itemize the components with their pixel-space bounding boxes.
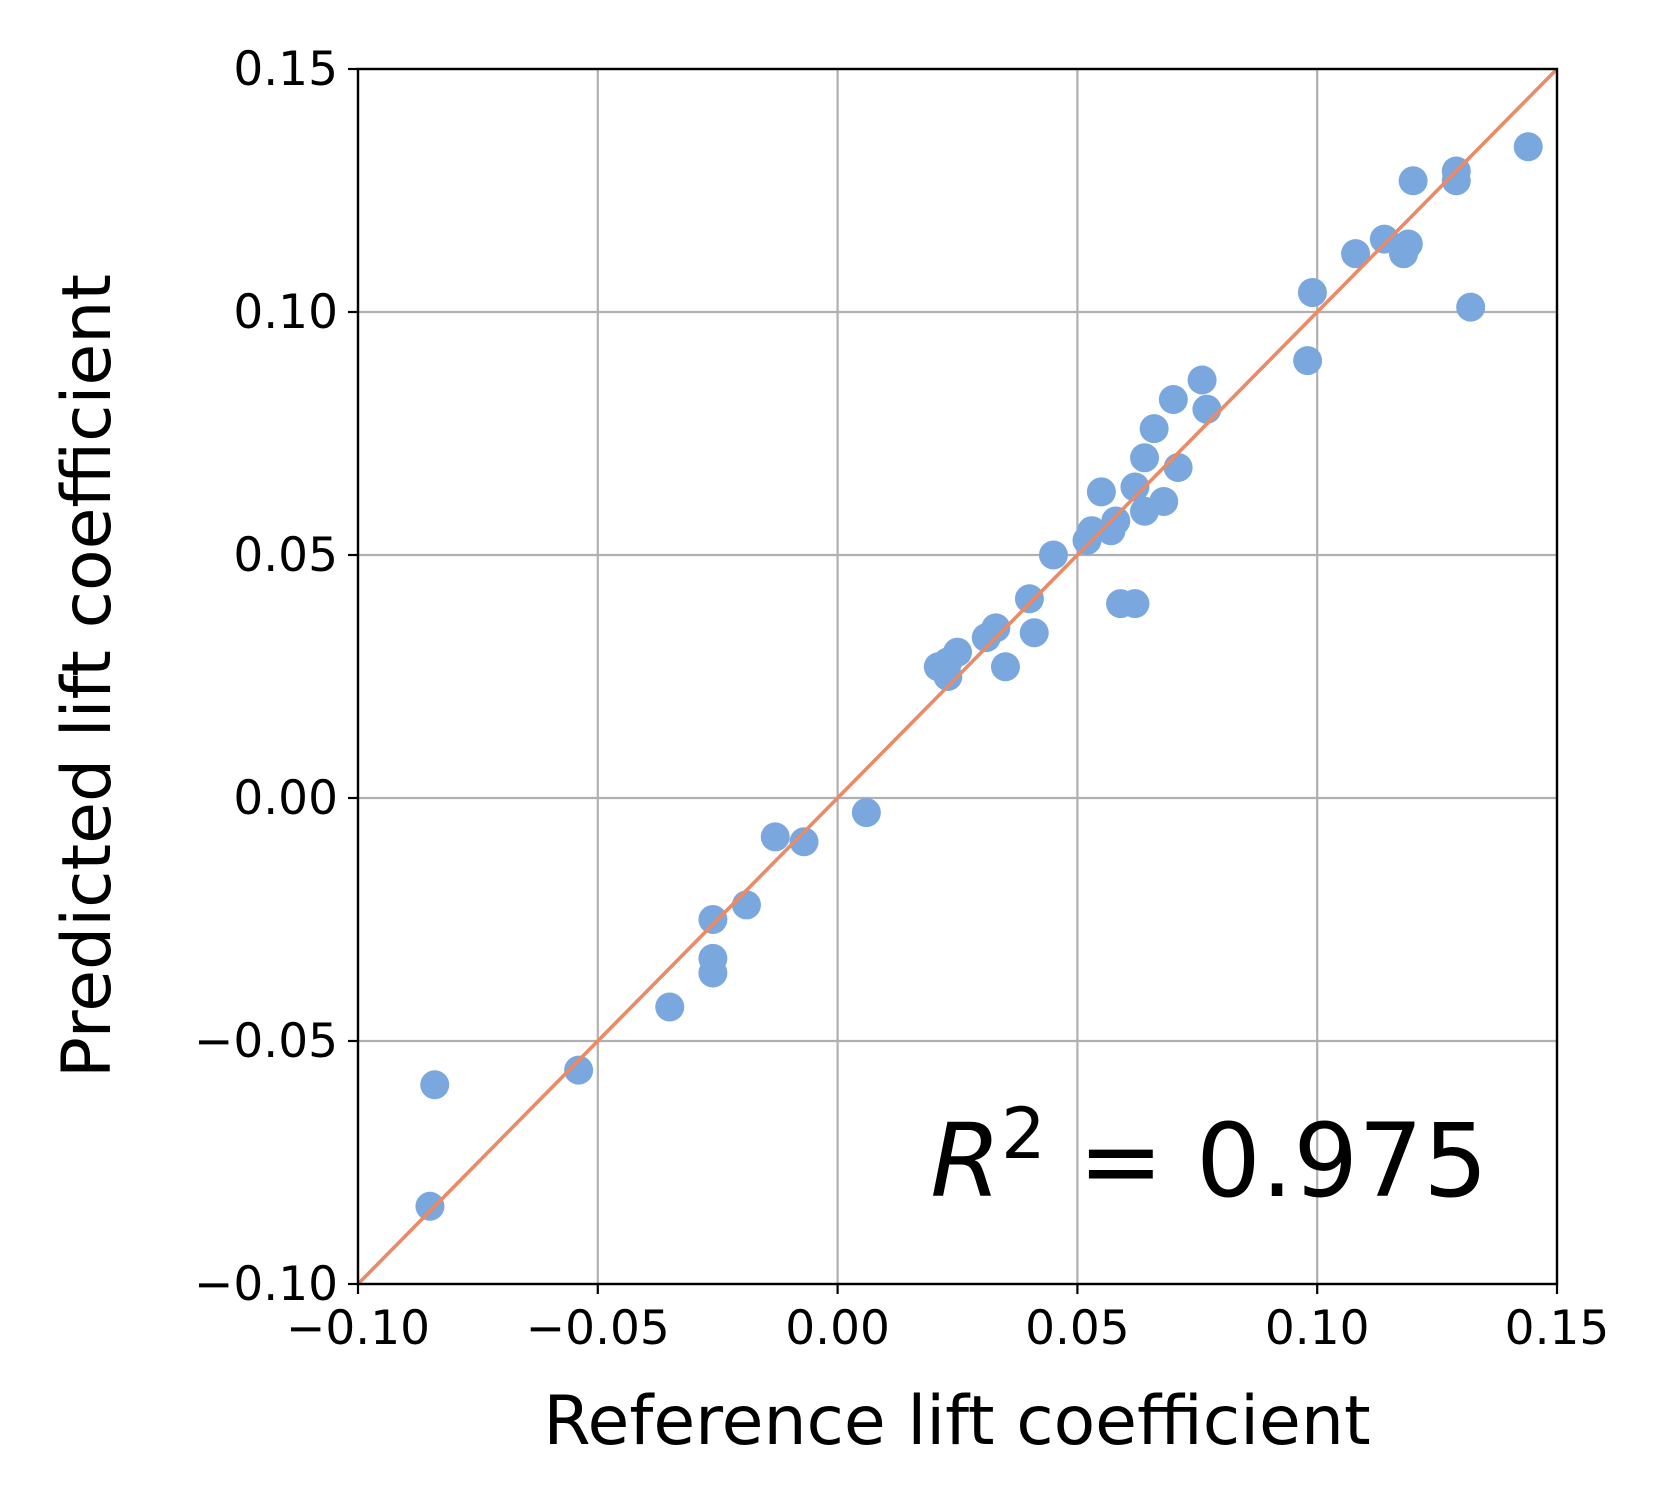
x-axis-title: Reference lift coefficient [543,1382,1370,1461]
data-point [698,958,728,988]
y-tick-label: 0.15 [233,42,338,97]
x-tick-label: 0.00 [785,1301,890,1356]
data-point [420,1070,450,1100]
data-point [981,613,1011,643]
data-point [1130,443,1160,473]
data-point [990,652,1020,682]
data-point [1293,346,1323,376]
data-point [1513,132,1543,162]
r-squared-annotation: R2 = 0.975 [930,1093,1488,1221]
y-tick-label: 0.10 [233,285,338,340]
data-point [1192,394,1222,424]
y-tick-label: −0.10 [194,1257,338,1312]
data-point [1297,278,1327,308]
data-point [1120,472,1150,502]
x-tick-label: 0.15 [1505,1301,1610,1356]
data-point [1441,166,1471,196]
data-point [655,992,685,1022]
axis-ticks: −0.10 −0.05 0.00 0.05 0.10 0.15 −0.10 −0.05 0.00… [194,42,1609,1356]
data-point [760,822,790,852]
data-point [564,1055,594,1085]
data-point [851,798,881,828]
data-point [1019,618,1049,648]
r-squared-superscript: 2 [1001,1093,1046,1175]
data-point [1456,292,1486,322]
data-point [1139,414,1169,444]
data-point [1341,239,1371,269]
data-point [731,890,761,920]
data-point [1163,453,1193,483]
y-tick-label: −0.05 [194,1014,338,1069]
x-tick-label: −0.10 [286,1301,430,1356]
data-point [943,637,972,667]
data-point [1393,229,1423,259]
data-point [1120,589,1150,619]
x-tick-label: 0.10 [1265,1301,1370,1356]
data-point [1149,487,1179,517]
x-tick-label: −0.05 [526,1301,670,1356]
identity-line-group [356,67,1559,1286]
r-squared-symbol: R [930,1102,1001,1221]
data-point [1014,584,1044,614]
y-tick-label: 0.05 [233,528,338,583]
data-point [1398,166,1428,196]
x-tick-label: 0.05 [1025,1301,1130,1356]
data-point [1038,540,1068,570]
plot-frame [356,67,1559,1286]
r-squared-value: = 0.975 [1046,1102,1488,1221]
data-point [1158,384,1188,414]
identity-line [356,67,1559,1286]
data-point [698,905,728,934]
y-tick-label: 0.00 [233,771,338,826]
data-point [1086,477,1116,507]
data-point [1101,506,1131,536]
data-point [789,827,819,857]
grid-lines [356,67,1559,1286]
data-points [415,132,1543,1221]
data-point [1187,365,1217,395]
y-axis-title: Predicted lift coefficient [48,274,127,1078]
data-point [415,1191,445,1221]
